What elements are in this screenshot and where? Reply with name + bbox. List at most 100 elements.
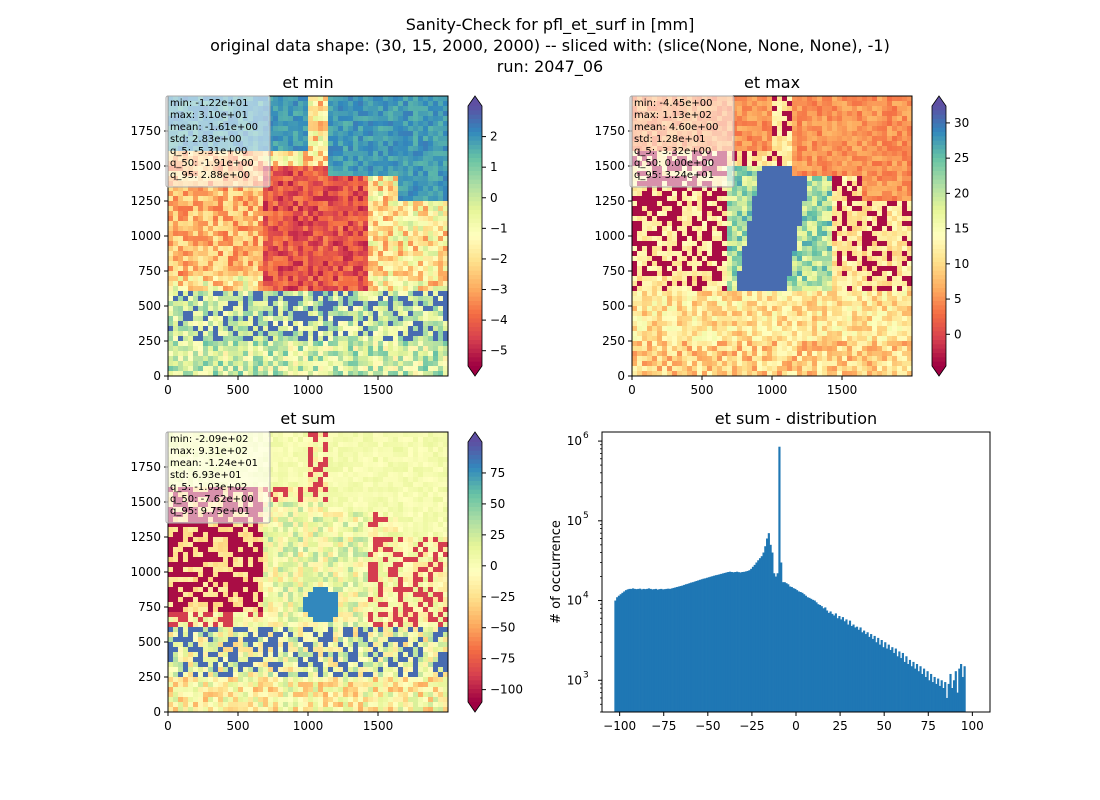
stats-line: q_5: -1.03e+02	[170, 482, 247, 493]
histogram-bar	[702, 578, 705, 712]
stats-line: mean: -1.24e+01	[170, 458, 258, 469]
histogram-bar	[850, 625, 853, 712]
histogram-bar	[898, 651, 901, 712]
stats-line: min: -4.45e+00	[634, 98, 713, 109]
histogram-bar	[845, 619, 848, 712]
histogram-bar	[960, 664, 963, 712]
histogram-bar	[871, 638, 874, 712]
histogram-bar	[721, 573, 725, 712]
histogram-bar	[713, 575, 716, 712]
histogram-bar	[660, 588, 663, 712]
histogram-bar	[743, 571, 746, 712]
histogram-bar	[928, 680, 931, 712]
histogram-bar	[903, 661, 906, 712]
histogram-bar	[623, 591, 626, 712]
histogram-bar	[933, 676, 936, 712]
histogram-bar	[677, 586, 680, 712]
x-tick-label: 75	[921, 719, 936, 733]
histogram-bar	[813, 600, 816, 712]
panel-title: et max	[744, 73, 800, 92]
x-tick-label: 1000	[757, 383, 788, 397]
histogram-bar	[912, 661, 915, 712]
figure-title-line-1: Sanity-Check for pfl_et_surf in [mm]	[406, 15, 695, 35]
histogram-bar	[693, 581, 696, 712]
histogram-bar	[811, 599, 815, 712]
histogram-bar	[635, 589, 638, 712]
histogram-bar	[954, 671, 957, 712]
histogram-bar	[843, 621, 846, 712]
y-tick-label: 0	[617, 369, 625, 383]
x-tick-label: −100	[603, 719, 636, 733]
histogram-bar	[822, 608, 825, 712]
histogram-bar	[621, 592, 624, 712]
colorbar-tick-label: 30	[954, 116, 969, 130]
y-tick-exponent: 3	[583, 670, 589, 680]
histogram-bar	[748, 570, 751, 712]
histogram-bar	[882, 647, 885, 712]
histogram-bar	[838, 616, 841, 712]
histogram-bar	[669, 588, 672, 712]
histogram-bar	[815, 602, 818, 712]
histogram-bar	[773, 573, 776, 712]
histogram-bar	[937, 678, 940, 712]
heatmap-cells	[168, 432, 449, 713]
histogram-bar	[758, 558, 762, 712]
colorbar-extend-top	[932, 96, 946, 106]
colorbar-tick-label: 2	[490, 130, 498, 144]
histogram-bar	[771, 552, 774, 712]
histogram-bar	[739, 572, 742, 712]
x-tick-label: 0	[164, 383, 172, 397]
histogram-bar	[956, 692, 959, 712]
histogram-bar	[688, 583, 691, 712]
histogram-bar	[690, 582, 693, 712]
histogram-bar	[827, 612, 830, 712]
stats-line: max: 1.13e+02	[634, 110, 712, 121]
x-tick-label: 500	[227, 383, 250, 397]
colorbar-outline	[467, 431, 483, 713]
y-tick-label: 1750	[130, 124, 161, 138]
histogram-bar	[891, 647, 894, 712]
histogram-bar	[825, 610, 829, 712]
histogram-bar	[922, 668, 926, 712]
y-tick-label: 250	[138, 670, 161, 684]
x-tick-label: −50	[695, 719, 720, 733]
histogram-bar	[804, 595, 807, 712]
histogram-bar	[919, 666, 922, 712]
y-tick-label: 750	[138, 264, 161, 278]
histogram-bar	[794, 588, 797, 712]
y-tick-label: 1750	[594, 124, 625, 138]
colorbar-tick-label: 25	[954, 151, 969, 165]
histogram-bar	[716, 574, 719, 712]
colorbar: 30 25 20 15 10 5 0	[931, 95, 969, 377]
histogram-bar	[718, 574, 721, 712]
histogram-bar	[760, 556, 763, 712]
histogram-bar	[847, 624, 850, 712]
colorbar-tick-label: −5	[490, 344, 508, 358]
histogram-bar	[736, 571, 739, 712]
histogram-bar	[958, 668, 961, 712]
histogram-bar	[930, 673, 933, 712]
histogram-bar	[949, 673, 952, 712]
histogram-bar	[706, 577, 709, 712]
colorbar-tick-label: −2	[490, 252, 508, 266]
histogram-bar	[700, 579, 703, 712]
stats-line: mean: 4.60e+00	[634, 122, 718, 133]
histogram-bar	[614, 600, 617, 712]
histogram-bar	[963, 666, 966, 712]
histogram-bar	[723, 572, 726, 712]
histogram-bar	[637, 588, 640, 712]
histogram-bar	[631, 588, 635, 712]
histogram-bar	[824, 607, 827, 712]
colorbar-tick-label: −50	[490, 621, 515, 635]
y-tick-label: 0	[153, 369, 161, 383]
histogram-bar	[619, 594, 622, 712]
y-tick-label: 500	[138, 635, 161, 649]
x-tick-label: 25	[832, 719, 847, 733]
stats-line: max: 3.10e+01	[170, 110, 248, 121]
x-tick-label: 500	[691, 383, 714, 397]
histogram-bar	[646, 588, 649, 712]
histogram-bar	[750, 568, 753, 712]
histogram-bar	[914, 668, 917, 712]
